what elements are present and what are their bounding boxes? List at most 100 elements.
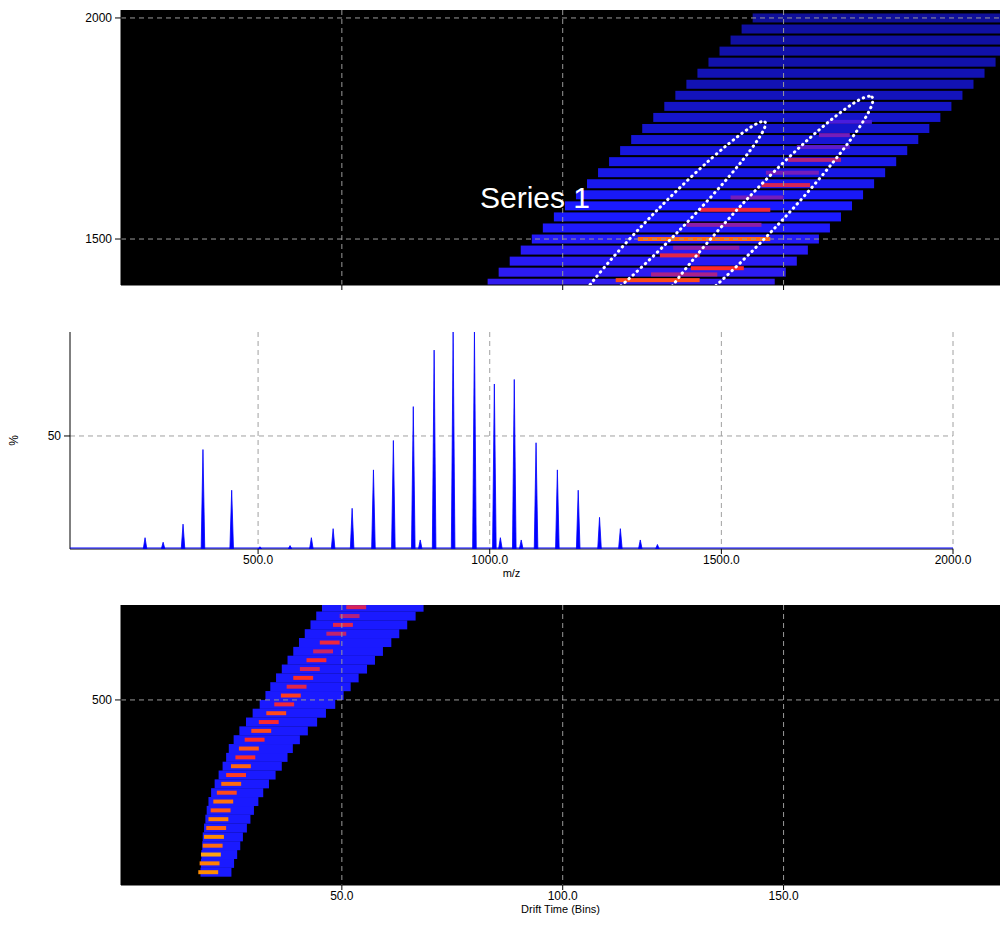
heat-cell bbox=[211, 788, 263, 797]
peak bbox=[230, 490, 234, 549]
peak bbox=[619, 529, 623, 549]
heat-cell bbox=[720, 47, 1000, 56]
peak bbox=[656, 544, 660, 549]
heat-cell bbox=[316, 612, 415, 621]
peak bbox=[350, 508, 354, 549]
x-tick-label: 1000.0 bbox=[471, 553, 508, 567]
heat-cell bbox=[488, 279, 775, 285]
peak bbox=[519, 540, 523, 549]
heat-cell bbox=[270, 682, 350, 691]
heat-cell bbox=[686, 80, 973, 89]
annotation-shapes bbox=[559, 83, 886, 285]
y-axis bbox=[121, 10, 122, 285]
heat-cell bbox=[293, 676, 313, 680]
x-axis-title: m/z bbox=[503, 567, 521, 579]
heat-cell bbox=[310, 620, 407, 629]
y-tick-label: 50 bbox=[48, 429, 62, 443]
heat-cell bbox=[226, 773, 246, 777]
heat-cell bbox=[510, 257, 797, 266]
x-tick bbox=[783, 285, 784, 290]
x-tick-label: 150.0 bbox=[769, 889, 799, 903]
peak bbox=[576, 490, 580, 549]
heatmap-cells bbox=[198, 605, 423, 877]
heat-cell bbox=[203, 832, 243, 841]
grid-line bbox=[721, 332, 722, 549]
y-tick-label: 2000 bbox=[85, 11, 112, 25]
heat-cell bbox=[638, 237, 771, 241]
heat-cell bbox=[300, 667, 320, 671]
heat-cell bbox=[576, 190, 863, 199]
heat-cell bbox=[259, 720, 279, 724]
grid-line bbox=[341, 10, 342, 285]
heat-cell bbox=[653, 113, 940, 122]
x-tick bbox=[562, 285, 563, 290]
heat-cell bbox=[305, 629, 400, 638]
heat-cell bbox=[201, 853, 221, 857]
annotation: Series 1 bbox=[480, 181, 590, 214]
grid-line bbox=[341, 605, 342, 885]
heat-cell bbox=[322, 605, 424, 612]
heat-cell bbox=[660, 253, 700, 257]
grid-line bbox=[783, 605, 784, 885]
heat-cell bbox=[598, 168, 885, 177]
heat-cell bbox=[239, 747, 259, 751]
heat-cell bbox=[761, 183, 810, 187]
peak bbox=[451, 332, 455, 549]
heat-cell bbox=[204, 824, 247, 833]
heat-cell bbox=[333, 623, 353, 627]
peak bbox=[512, 379, 516, 549]
grid-line bbox=[258, 332, 259, 549]
x-tick bbox=[341, 285, 342, 290]
heat-cell bbox=[543, 223, 830, 232]
peak bbox=[499, 538, 503, 549]
heat-cell bbox=[235, 755, 255, 759]
heat-cell bbox=[251, 729, 271, 733]
heat-cell bbox=[274, 702, 294, 706]
heat-cell bbox=[202, 841, 240, 850]
heat-cell bbox=[340, 614, 360, 618]
heat-cell bbox=[320, 641, 340, 645]
y-tick bbox=[64, 435, 70, 436]
grid-line bbox=[121, 239, 1000, 240]
heat-cell bbox=[234, 735, 300, 744]
peak bbox=[411, 407, 415, 549]
peak bbox=[331, 529, 335, 549]
heat-cell bbox=[731, 36, 1000, 45]
peak bbox=[418, 540, 422, 549]
peak bbox=[143, 538, 147, 549]
heat-cell bbox=[697, 69, 984, 78]
heat-cell bbox=[521, 246, 808, 255]
y-tick bbox=[115, 699, 121, 700]
peak bbox=[598, 517, 602, 549]
heat-cell bbox=[287, 685, 307, 689]
y-tick bbox=[115, 17, 121, 18]
heat-cell bbox=[675, 91, 962, 100]
x-tick-label: 2000.0 bbox=[935, 553, 972, 567]
heat-cell bbox=[215, 779, 269, 788]
heat-cell bbox=[313, 649, 333, 653]
heat-cell bbox=[288, 656, 375, 665]
heat-cell bbox=[219, 771, 276, 780]
heat-cell bbox=[587, 179, 874, 188]
grid-line bbox=[489, 332, 490, 549]
heat-cell bbox=[217, 791, 237, 795]
heat-cell bbox=[208, 817, 228, 821]
heat-cell bbox=[307, 658, 327, 662]
heat-cell bbox=[609, 157, 896, 166]
heat-cell bbox=[299, 638, 391, 647]
peak bbox=[201, 450, 205, 549]
heat-cell bbox=[651, 272, 717, 276]
heat-cell bbox=[223, 762, 282, 771]
heat-cell bbox=[293, 647, 383, 656]
heat-cell bbox=[554, 212, 841, 221]
heat-cell bbox=[700, 208, 771, 212]
heat-cell bbox=[265, 691, 343, 700]
peak bbox=[161, 542, 165, 549]
heat-cell bbox=[731, 195, 784, 199]
y-axis-title: % bbox=[7, 435, 21, 446]
grid-line bbox=[562, 605, 563, 885]
x-tick-label: 100.0 bbox=[548, 889, 578, 903]
heat-cell bbox=[206, 826, 226, 830]
heat-cell bbox=[207, 806, 254, 815]
x-axis bbox=[121, 285, 1000, 286]
